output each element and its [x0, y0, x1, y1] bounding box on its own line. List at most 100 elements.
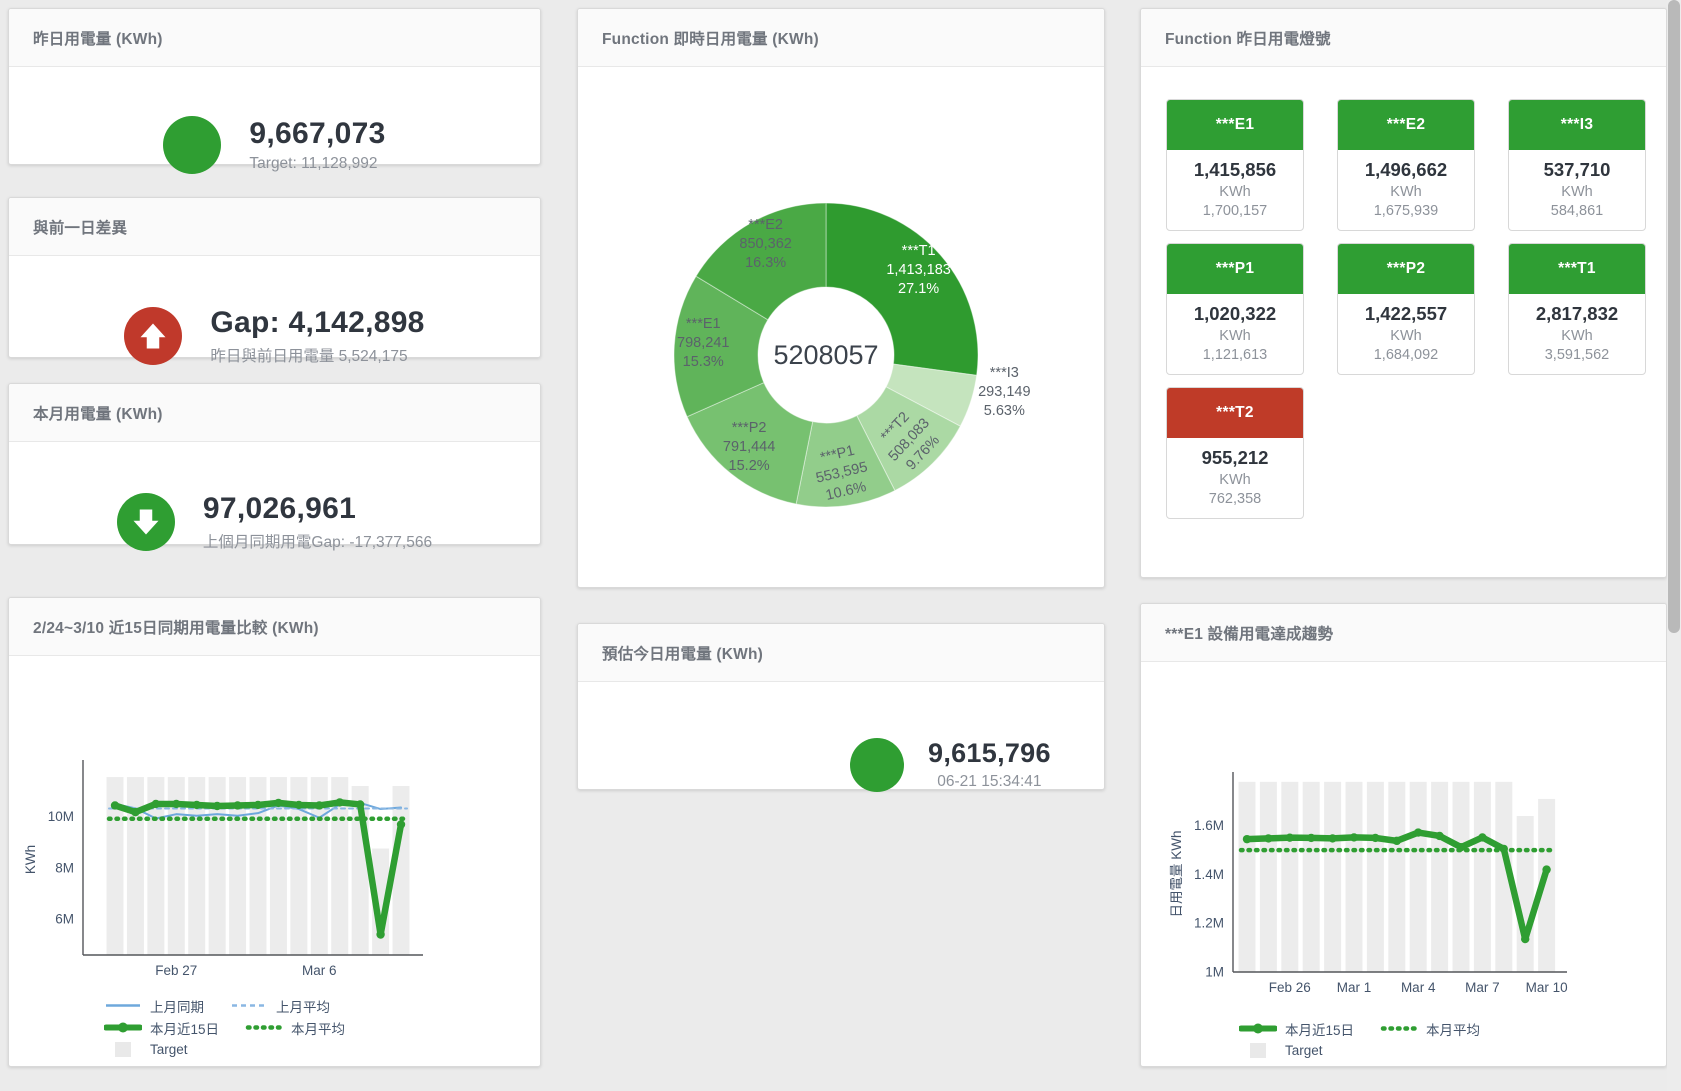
status-circle-green-down [116, 493, 175, 551]
donut-slice-p1[interactable] [795, 414, 896, 508]
x-tick-label: Feb 26 [1269, 980, 1311, 995]
status-circle-green [163, 115, 222, 174]
donut-label-i3: ***I3 293,149 5.63% [978, 365, 1030, 419]
panel-gap-prev-day-title: 與前一日差異 [9, 198, 540, 256]
donut-label-e2: ***E2 850,362 16.3% [739, 217, 791, 271]
legend-item-this-month-avg[interactable]: 本月平均 [1380, 1019, 1480, 1039]
donut-slice-i3[interactable] [885, 363, 978, 427]
tile-t1-header: ***T1 [1509, 244, 1645, 294]
series-this-month-marker [396, 820, 406, 829]
today-estimate-timestamp: 06-21 15:34:41 [937, 773, 1042, 790]
series-this-month-marker [294, 800, 304, 810]
tile-e1[interactable]: ***E1 1,415,856 KWh 1,700,157 [1166, 99, 1304, 231]
series-this-month-marker [376, 930, 385, 939]
legend-label: 本月近15日 [150, 1021, 220, 1037]
tile-e1-unit: KWh [1219, 184, 1251, 200]
tile-p1-header: ***P1 [1167, 244, 1303, 294]
legend-item-last-month-avg[interactable]: 上月平均 [230, 996, 330, 1016]
target-bar [1452, 781, 1470, 972]
tile-p2-header: ***P2 [1338, 244, 1474, 294]
up-arrow-icon [140, 323, 166, 348]
donut-slice-e2[interactable] [695, 202, 827, 321]
tile-t2[interactable]: ***T2 955,212 KWh 762,358 [1166, 387, 1304, 519]
legend-item-this-month-avg[interactable]: 本月平均 [245, 1018, 345, 1038]
target-bar [249, 777, 267, 955]
today-estimate-value: 9,615,796 [928, 738, 1051, 768]
legend-item-target[interactable]: Target [104, 1042, 188, 1057]
donut-slice-t1[interactable] [825, 202, 979, 376]
target-bar [290, 777, 308, 955]
tile-e2[interactable]: ***E2 1,496,662 KWh 1,675,939 [1337, 99, 1475, 231]
target-bar [392, 786, 410, 955]
tile-t2-header: ***T2 [1167, 388, 1303, 438]
panel-compare-chart: 2/24~3/10 近15日同期用電量比較 (KWh) 6M 8M 10M Feb 2… [8, 597, 541, 1067]
legend-item-last-month[interactable]: 上月同期 [104, 996, 204, 1016]
tile-p2[interactable]: ***P2 1,422,557 KWh 1,684,092 [1337, 243, 1475, 375]
tile-p2-value: 1,422,557 [1364, 303, 1448, 324]
tile-p1[interactable]: ***P1 1,020,322 KWh 1,121,613 [1166, 243, 1304, 375]
panel-yesterday-usage: 昨日用電量 (KWh) 9,667,073 Target: 11,128,992 [8, 8, 541, 174]
down-arrow-icon [133, 509, 159, 535]
target-bar [106, 777, 124, 955]
y-axis-label: KWh [23, 845, 38, 874]
x-tick-label: Feb 27 [155, 963, 197, 978]
legend-row: 上月同期 上月平均 [104, 995, 540, 1016]
donut-slice-p2[interactable] [686, 381, 814, 505]
target-bar [126, 777, 144, 955]
series-this-month-marker [212, 801, 222, 811]
y-axis-label: 日用電量 KWh [1169, 830, 1184, 917]
donut-label-t1: ***T1 1,413,183 27.1% [886, 243, 951, 297]
series-this-month-marker [233, 801, 242, 810]
scrollbar-thumb[interactable] [1668, 0, 1680, 633]
legend-item-target[interactable]: Target [1239, 1043, 1323, 1058]
tile-i3[interactable]: ***I3 537,710 KWh 584,861 [1508, 99, 1646, 231]
legend-item-this-month[interactable]: 本月近15日 [104, 1018, 219, 1038]
legend-label: 本月近15日 [1285, 1022, 1355, 1038]
scrollbar[interactable] [1667, 0, 1681, 1091]
target-bar [331, 777, 349, 955]
target-bar [1324, 781, 1342, 972]
y-tick-label: 6M [55, 912, 74, 927]
tile-e2-header: ***E2 [1338, 100, 1474, 150]
target-bar [188, 777, 206, 955]
series-this-month-marker [1285, 833, 1294, 842]
series-this-month-marker [192, 800, 201, 810]
tile-t1[interactable]: ***T1 2,817,832 KWh 3,591,562 [1508, 243, 1646, 375]
donut-slice-e1[interactable] [673, 275, 769, 418]
legend-item-this-month[interactable]: 本月近15日 [1239, 1019, 1354, 1039]
donut-slice-t2[interactable] [856, 386, 961, 492]
series-this-month-marker [110, 801, 120, 810]
legend-label: 上月同期 [150, 999, 204, 1015]
target-bar [1259, 781, 1277, 972]
legend-swatch-thick [104, 1022, 142, 1033]
realtime-donut-chart: ***T1 1,413,183 27.1%***I3 293,149 5.63%***T… [673, 202, 1031, 508]
y-tick-label: 1.2M [1194, 916, 1224, 931]
target-bar [1238, 781, 1256, 972]
series-this-month-marker [1371, 833, 1380, 843]
series-this-month-marker [172, 799, 181, 809]
tile-t1-target: 3,591,562 [1544, 347, 1610, 363]
panel-realtime-donut-title: Function 即時日用電量 (KWh) [578, 9, 1104, 67]
target-bar [167, 777, 185, 955]
y-tick-label: 1.4M [1194, 867, 1224, 882]
panel-month-usage-title: 本月用電量 (KWh) [9, 384, 540, 442]
target-bar [1366, 781, 1384, 972]
legend-row: 本月近15日 本月平均 [1239, 1018, 1666, 1039]
target-bar [1495, 781, 1513, 972]
tile-e1-value: 1,415,856 [1193, 159, 1277, 180]
x-tick-label: Mar 6 [302, 963, 337, 978]
panel-status-tiles: Function 昨日用電燈號 ***E1 1,415,856 KWh 1,700,1… [1140, 8, 1667, 578]
target-bar [1431, 781, 1449, 972]
tile-t2-target: 762,358 [1208, 491, 1262, 507]
panel-gap-prev-day: 與前一日差異 Gap: 4,142,898 昨日與前日用電量 5,524,175 [8, 197, 541, 365]
status-circle-red [124, 306, 183, 365]
tile-e1-target: 1,700,157 [1202, 203, 1268, 219]
compare-chart-legend: 上月同期 上月平均 本月近15日 本月平均 Target [9, 995, 540, 1060]
gap-prev-day-value: Gap: 4,142,898 [210, 305, 425, 339]
tile-e2-unit: KWh [1390, 184, 1422, 200]
legend-label: Target [1285, 1043, 1323, 1058]
target-bar [1516, 815, 1534, 972]
month-usage-value: 97,026,961 [202, 492, 357, 525]
tile-e2-body: 1,496,662 KWh 1,675,939 [1338, 150, 1474, 230]
